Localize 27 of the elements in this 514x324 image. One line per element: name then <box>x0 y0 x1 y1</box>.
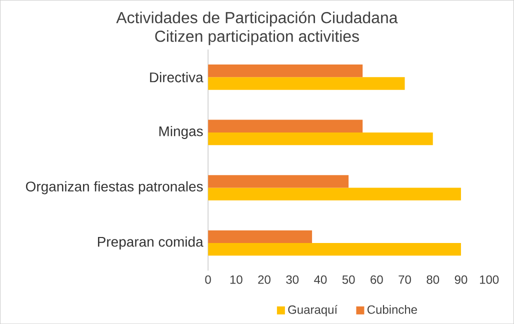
bar <box>208 64 363 78</box>
x-tick-label: 10 <box>230 275 242 284</box>
x-tick-label: 20 <box>258 275 270 284</box>
chart-title: Actividades de Participación Ciudadana <box>116 11 398 26</box>
bar <box>208 120 363 132</box>
legend-label: Cubinche <box>367 304 417 314</box>
x-tick-label: 0 <box>205 275 211 284</box>
bar <box>208 242 461 256</box>
y-tick-label: Mingas <box>159 126 203 139</box>
x-tick-label: 100 <box>480 275 499 284</box>
y-tick-label: Organizan fiestas patronales <box>26 181 203 194</box>
legend-label: Guaraquí <box>288 304 338 316</box>
chart-subtitle: Citizen participation activities <box>155 30 359 46</box>
x-tick-label: 40 <box>314 275 327 284</box>
x-tick-label: 70 <box>398 275 411 284</box>
bar <box>208 188 461 200</box>
bar <box>208 132 433 146</box>
y-tick-label: Preparan comida <box>98 236 204 250</box>
y-tick-label: Directiva <box>150 72 204 82</box>
bar <box>208 174 349 188</box>
x-tick-label: 80 <box>426 275 440 284</box>
x-tick-label: 30 <box>286 275 299 284</box>
x-tick-label: 50 <box>342 275 355 284</box>
bar <box>208 230 312 243</box>
x-tick-label: 90 <box>454 275 468 284</box>
x-tick-label: 60 <box>370 275 383 284</box>
bar <box>208 77 405 90</box>
